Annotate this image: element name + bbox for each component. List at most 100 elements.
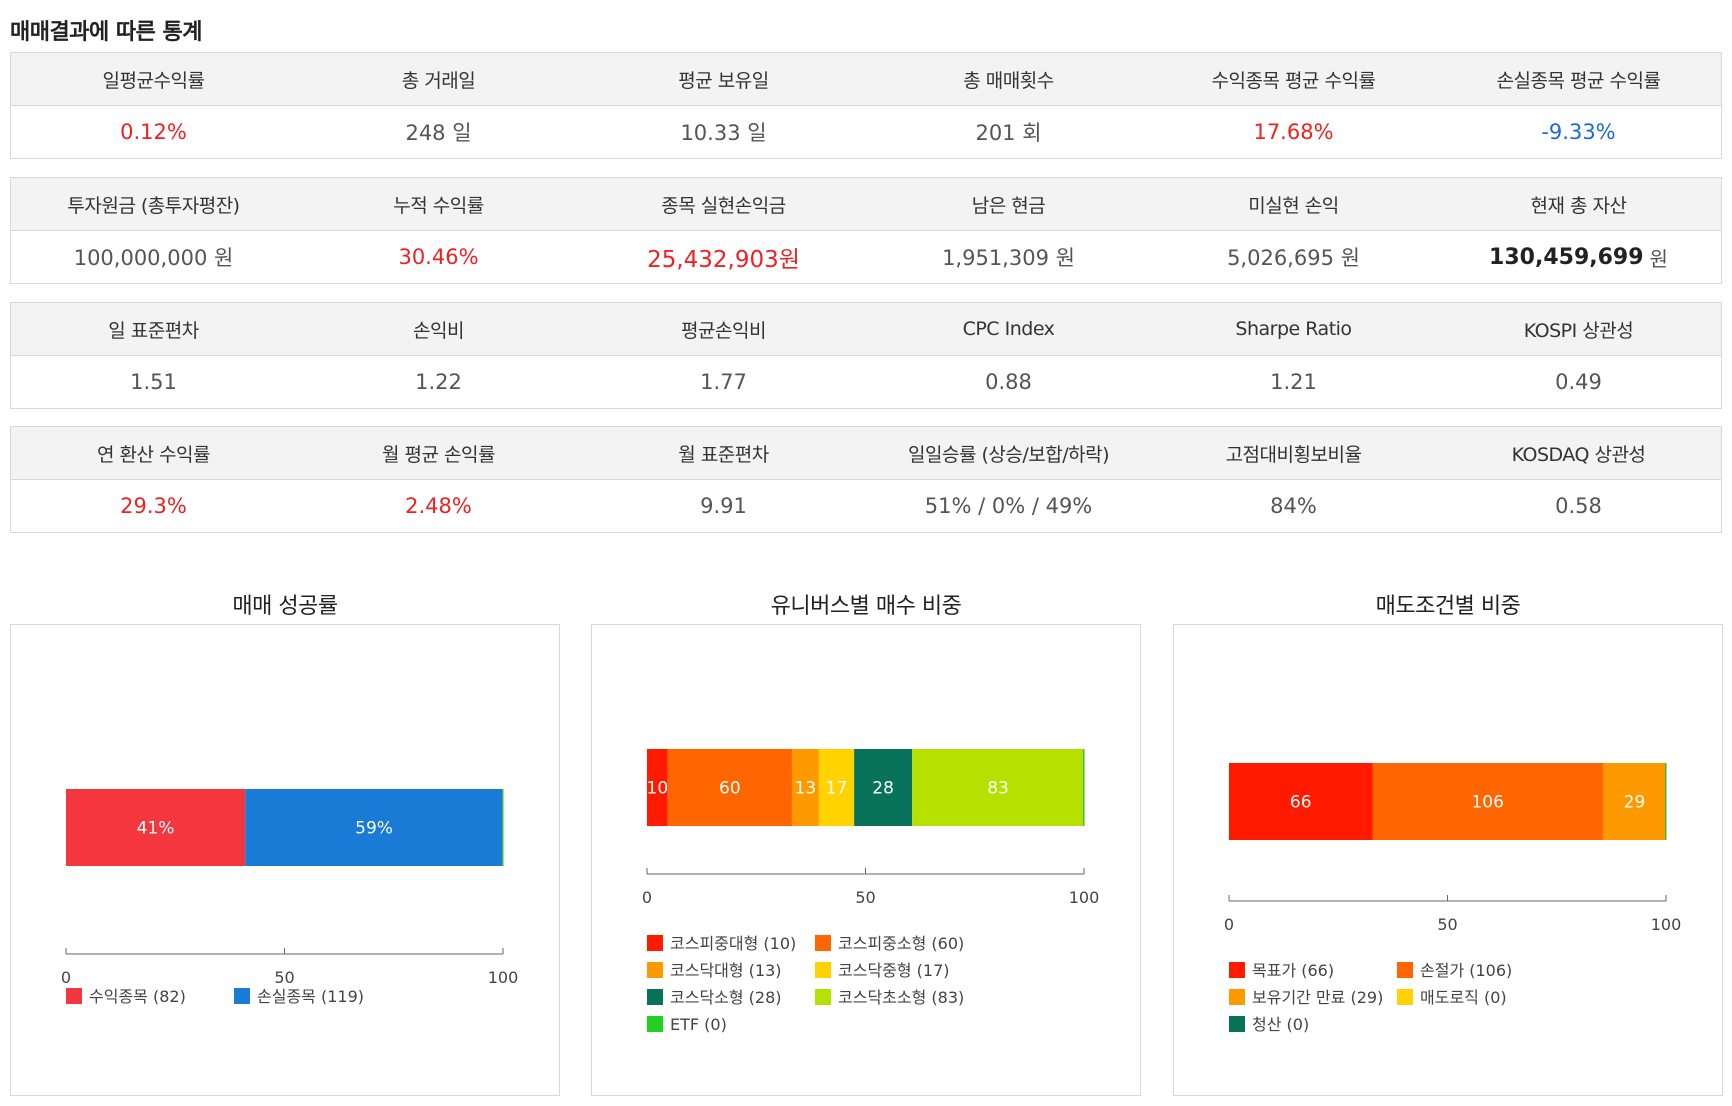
stats-value-row: 0.12% 248 일 10.33 일 201 회 17.68% -9.33% [11,106,1721,158]
value-profit-avg-return: 17.68% [1253,120,1334,144]
legend-swatch-3[interactable] [1397,989,1413,1005]
x-tick-label-0: 0 [642,888,652,907]
bar-edge [1665,763,1667,840]
bar-segment-2 [1602,763,1666,840]
stats-header-row: 연 환산 수익률 월 평균 손익률 월 표준편차 일일승률 (상승/보합/하락)… [11,427,1721,480]
stats-value-row: 1.51 1.22 1.77 0.88 1.21 0.49 [11,356,1721,408]
value-daily-stddev: 1.51 [130,370,177,394]
legend-label-0[interactable]: 코스피중대형 (10) [670,934,796,953]
bar-label-5: 83 [987,779,1009,799]
header-annualized-return: 연 환산 수익률 [97,443,210,466]
legend-label-1[interactable]: 손절가 (106) [1420,961,1512,980]
legend-swatch-2[interactable] [647,962,663,978]
chart-panel-success-rate: 41% 59% 0 50 100 수익종목 (82) 손실종목 (119) [10,624,560,1096]
chart-panel-universe: 10 60 13 17 28 83 0 50 100 코스피중대형 (10) 코스피중소형 (60)… [591,624,1141,1096]
legend-swatch-6[interactable] [647,1016,663,1032]
header-total-trading-days: 총 거래일 [401,69,476,92]
bar-label-0: 66 [1290,793,1312,813]
header-daily-win-rate: 일일승률 (상승/보합/하락) [908,443,1109,466]
sell-condition-chart: 66 106 29 0 50 100 목표가 (66) 손절가 (106) 보유기간 만료 (2… [1224,763,1682,1034]
bar-label-1: 59% [355,819,393,839]
value-total-trades: 201 회 [975,121,1042,145]
header-daily-avg-return: 일평균수익률 [102,69,205,92]
header-daily-stddev: 일 표준편차 [108,319,199,342]
value-monthly-avg-return: 2.48% [405,494,472,518]
bar-edge [1083,749,1085,826]
legend-label-3[interactable]: 매도로직 (0) [1420,988,1507,1007]
bar-label-3: 17 [826,779,848,799]
legend-label-5[interactable]: 코스닥초소형 (83) [838,988,964,1007]
header-cumulative-return: 누적 수익률 [393,194,484,217]
legend-label-1[interactable]: 코스피중소형 (60) [838,934,964,953]
stats-header-row: 일 표준편차 손익비 평균손익비 CPC Index Sharpe Ratio … [11,303,1721,356]
legend-swatch-0[interactable] [647,935,663,951]
header-cpc-index: CPC Index [962,318,1055,340]
value-avg-profit-loss-ratio: 1.77 [700,370,747,394]
legend-label-2[interactable]: 보유기간 만료 (29) [1252,988,1383,1007]
value-cumulative-return: 30.46% [398,245,479,269]
legend-label-6[interactable]: ETF (0) [670,1015,727,1034]
legend-label-0[interactable]: 수익종목 (82) [89,987,186,1006]
legend-swatch-5[interactable] [815,989,831,1005]
stats-table-2: 투자원금 (총투자평잔) 누적 수익률 종목 실현손익금 남은 현금 미실현 손… [10,177,1722,284]
legend-label-4[interactable]: 코스닥소형 (28) [670,988,782,1007]
bar-segment-0 [647,749,668,826]
bar-segment-1 [245,789,504,866]
legend-swatch-2[interactable] [1229,989,1245,1005]
header-kospi-correlation: KOSPI 상관성 [1523,319,1634,342]
legend-swatch-3[interactable] [815,962,831,978]
value-monthly-stddev: 9.91 [700,494,747,518]
stats-header-row: 투자원금 (총투자평잔) 누적 수익률 종목 실현손익금 남은 현금 미실현 손… [11,178,1721,231]
chart-title-sell-condition: 매도조건별 비중 [1375,594,1521,619]
legend-label-3[interactable]: 코스닥중형 (17) [838,961,950,980]
value-remaining-cash: 1,951,309 원 [942,246,1075,270]
stats-table-3: 일 표준편차 손익비 평균손익비 CPC Index Sharpe Ratio … [10,302,1722,409]
legend-label-1[interactable]: 손실종목 (119) [257,987,364,1006]
value-kosdaq-correlation: 0.58 [1555,494,1602,518]
x-tick-label-2: 100 [1651,915,1682,934]
header-sideways-ratio: 고점대비횡보비율 [1225,443,1362,466]
value-kospi-correlation: 0.49 [1555,370,1602,394]
stats-table-4: 연 환산 수익률 월 평균 손익률 월 표준편차 일일승률 (상승/보합/하락)… [10,426,1722,533]
section-title: 매매결과에 따른 통계 [10,20,202,45]
header-monthly-stddev: 월 표준편차 [678,443,769,466]
legend-label-0[interactable]: 목표가 (66) [1252,961,1334,980]
bar-label-0: 41% [137,819,175,839]
legend-swatch-0[interactable] [66,988,82,1004]
legend-swatch-1[interactable] [1397,962,1413,978]
header-profit-loss-ratio: 손익비 [413,319,464,342]
x-tick-label-1: 50 [855,888,875,907]
legend-swatch-0[interactable] [1229,962,1245,978]
x-tick-label-0: 0 [1224,915,1234,934]
legend-swatch-4[interactable] [647,989,663,1005]
legend-label-4[interactable]: 청산 (0) [1252,1015,1309,1034]
x-tick-label-0: 0 [61,968,71,987]
x-tick-label-2: 100 [488,968,519,987]
bar-label-1: 106 [1471,793,1503,813]
value-daily-win-rate: 51% / 0% / 49% [924,494,1093,518]
value-daily-avg-return: 0.12% [120,120,187,144]
bar-label-1: 60 [719,779,741,799]
header-principal: 투자원금 (총투자평잔) [67,194,240,217]
legend-label-2[interactable]: 코스닥대형 (13) [670,961,782,980]
bar-edge [502,789,504,866]
value-sideways-ratio: 84% [1270,494,1317,518]
value-total-assets-unit: 원 [1649,246,1668,271]
value-principal: 100,000,000 원 [73,246,234,270]
bar-segment-0 [66,789,246,866]
stats-value-row: 100,000,000 원 30.46% 25,432,903원 1,951,3… [11,231,1721,283]
header-remaining-cash: 남은 현금 [971,194,1046,217]
chart-title-success-rate: 매매 성공률 [232,594,338,619]
value-realized-pnl-cell: 25,432,903원 [581,231,866,283]
value-realized-pnl: 25,432,903원 [647,247,800,273]
legend-swatch-1[interactable] [815,935,831,951]
value-total-trading-days: 248 일 [405,121,472,145]
x-tick-label-1: 50 [274,968,294,987]
value-cpc-index: 0.88 [985,370,1032,394]
value-total-assets: 130,459,699 [1489,244,1644,270]
legend-swatch-1[interactable] [234,988,250,1004]
chart-title-universe: 유니버스별 매수 비중 [770,594,962,619]
legend-swatch-4[interactable] [1229,1016,1245,1032]
bar-label-2: 13 [795,779,817,799]
header-realized-pnl: 종목 실현손익금 [661,194,786,217]
